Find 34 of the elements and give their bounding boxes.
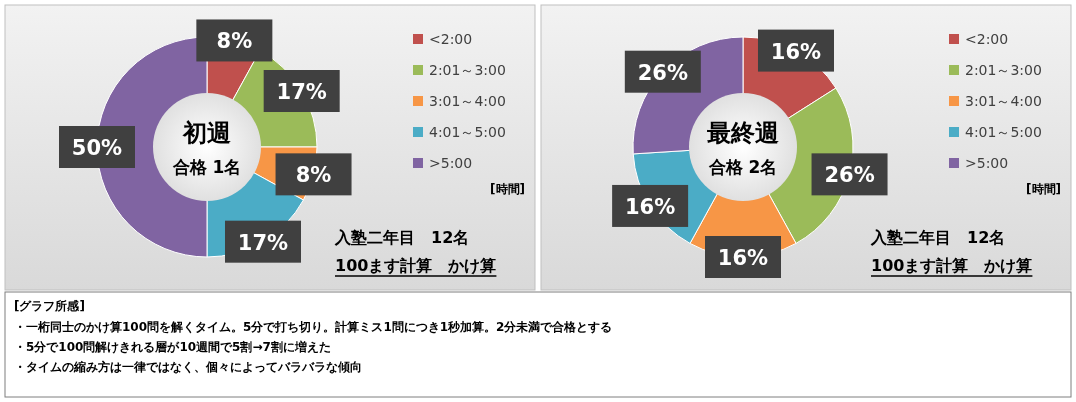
text: 100ます計算 かけ算 (871, 256, 1033, 275)
text: 合格 1名 (171, 157, 242, 177)
legend-label: 2:01～3:00 (429, 62, 506, 78)
text: ・5分で100問解けきれる層が10週間で5割→7割に増えた (14, 340, 331, 354)
text: 初週 (182, 119, 231, 147)
legend-label: 3:01～4:00 (429, 93, 506, 109)
data-label: 8% (295, 163, 332, 188)
legend-label: 3:01～4:00 (965, 93, 1042, 109)
legend-title: [時間] (1026, 182, 1061, 196)
legend-title: [時間] (490, 182, 525, 196)
data-label: 16% (770, 39, 822, 64)
text: 入塾二年目 12名 (870, 228, 1006, 247)
text: ・一桁同士のかけ算100問を解くタイム。5分で打ち切り。計算ミス1問につき1秒加算。2分未満で合格とする (14, 320, 613, 334)
legend-label: 4:01～5:00 (429, 124, 506, 140)
legend-label: 4:01～5:00 (965, 124, 1042, 140)
text: 入塾二年目 12名 (334, 228, 470, 247)
data-label: 8% (216, 29, 253, 54)
text: 合格 2名 (707, 157, 778, 177)
legend-label: >5:00 (965, 155, 1009, 171)
legend-label: <2:00 (965, 31, 1009, 47)
data-label: 26% (824, 163, 875, 188)
text: ・タイムの縮み方は一律ではなく、個々によってバラバラな傾向 (14, 360, 362, 374)
data-label: 16% (717, 246, 769, 270)
text: 最終週 (706, 119, 779, 147)
text: [グラフ所感] (14, 299, 85, 313)
legend-label: >5:00 (429, 155, 473, 171)
data-label: 17% (276, 80, 327, 105)
data-label: 26% (637, 60, 688, 85)
legend-label: 2:01～3:00 (965, 62, 1042, 78)
data-label: 16% (624, 194, 676, 219)
data-label: 17% (237, 230, 289, 255)
legend-label: <2:00 (429, 31, 473, 47)
text: 100ます計算 かけ算 (335, 256, 497, 275)
data-label: 50% (71, 136, 123, 160)
